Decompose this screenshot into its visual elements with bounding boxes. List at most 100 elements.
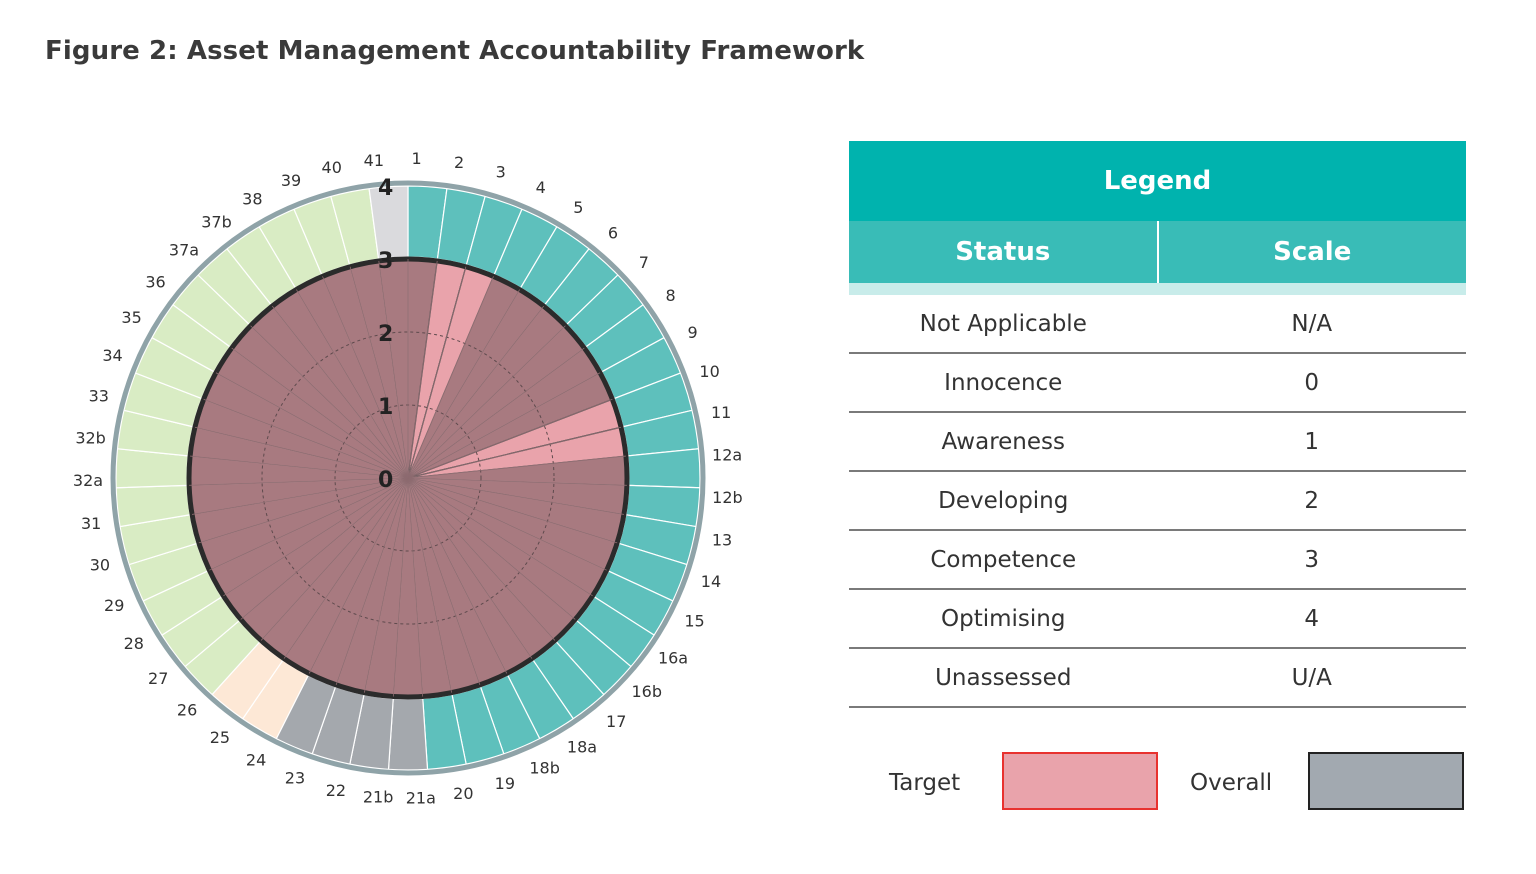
spoke <box>407 289 520 479</box>
spoke <box>407 260 438 479</box>
spoke <box>198 477 409 544</box>
spoke <box>223 477 409 597</box>
category-label: 13 <box>712 531 732 550</box>
spoke <box>407 477 576 620</box>
spoke <box>407 266 467 479</box>
legend-status: Not Applicable <box>919 310 1087 337</box>
category-label: 34 <box>102 346 122 365</box>
grid-ring <box>261 331 555 625</box>
category-label: 14 <box>701 572 721 591</box>
category-band-segment <box>627 448 701 489</box>
spoke <box>209 477 409 571</box>
category-label: 35 <box>121 308 141 327</box>
legend-status: Unassessed <box>935 664 1072 691</box>
legend-column-headers: Status Scale <box>849 221 1466 283</box>
spoke <box>407 477 618 544</box>
overall-swatch <box>1308 752 1464 810</box>
legend-row: Competence 3 <box>849 531 1466 590</box>
category-label: 1 <box>411 149 421 168</box>
category-label: 39 <box>281 171 301 190</box>
category-label: 40 <box>322 158 342 177</box>
category-label: 26 <box>177 701 197 720</box>
category-label: 2 <box>454 153 464 172</box>
spoke <box>189 477 409 486</box>
category-label: 8 <box>666 286 676 305</box>
spoke <box>349 266 409 479</box>
target-swatch <box>1002 752 1158 810</box>
category-label: 21b <box>363 788 394 807</box>
spoke <box>407 477 627 486</box>
legend-scale: 1 <box>1304 428 1320 455</box>
spoke <box>215 372 409 479</box>
spoke <box>407 477 508 674</box>
spoke <box>407 477 453 693</box>
category-label: 11 <box>711 403 731 422</box>
legend-status-header: Status <box>955 237 1051 267</box>
category-label: 33 <box>89 387 109 406</box>
legend-status: Awareness <box>941 428 1065 455</box>
category-label: 32b <box>75 428 106 447</box>
category-label: 30 <box>90 556 110 575</box>
category-label: 4 <box>536 178 546 197</box>
series-legend: Target Overall <box>849 752 1466 814</box>
legend-scale: U/A <box>1291 664 1332 691</box>
legend-scale-header: Scale <box>1273 237 1352 267</box>
legend-scale: 2 <box>1304 487 1320 514</box>
category-label: 17 <box>606 712 626 731</box>
spoke <box>231 347 409 479</box>
spoke <box>407 372 601 479</box>
spoke <box>283 477 409 659</box>
category-label: 12a <box>712 445 742 464</box>
legend-header-strip <box>849 283 1466 295</box>
category-label: 10 <box>699 362 719 381</box>
spoke <box>203 398 409 479</box>
spoke <box>407 455 626 479</box>
legend-row: Optimising 4 <box>849 590 1466 649</box>
spoke <box>363 477 409 693</box>
legend-row: Unassessed U/A <box>849 649 1466 708</box>
spoke <box>335 477 409 686</box>
category-band-segment <box>387 697 429 771</box>
overall-legend-label: Overall <box>1190 770 1273 796</box>
spoke <box>407 426 622 479</box>
legend-rows: Not Applicable N/A Innocence 0 Awareness 1 Dev… <box>849 295 1466 708</box>
legend-scale: 0 <box>1304 369 1320 396</box>
spoke <box>407 477 556 641</box>
category-label: 24 <box>246 751 266 770</box>
category-label: 22 <box>326 781 346 800</box>
scale-label: 2 <box>378 322 393 347</box>
category-label: 3 <box>496 163 506 182</box>
scale-label: 4 <box>378 176 393 201</box>
category-label: 37b <box>201 213 232 232</box>
spoke <box>407 477 625 515</box>
category-label: 12b <box>712 488 743 507</box>
legend-scale: 4 <box>1304 605 1320 632</box>
category-label: 15 <box>684 611 704 630</box>
category-label: 27 <box>148 669 168 688</box>
spoke <box>378 260 409 479</box>
target-legend-label: Target <box>889 770 961 796</box>
category-label: 31 <box>81 514 101 533</box>
category-label: 41 <box>364 151 384 170</box>
legend-table: Legend Status Scale Not Applicable N/A Inn… <box>849 141 1466 708</box>
category-label: 38 <box>242 189 262 208</box>
spoke <box>191 477 409 515</box>
category-label: 16a <box>658 648 688 667</box>
legend-status: Developing <box>938 487 1069 514</box>
spoke <box>407 398 613 479</box>
category-label: 9 <box>688 323 698 342</box>
outer-rim <box>110 180 706 776</box>
scale-label: 0 <box>378 468 393 493</box>
spoke <box>296 289 409 479</box>
category-label: 32a <box>73 471 103 490</box>
spoke <box>407 477 607 571</box>
spoke <box>407 325 566 479</box>
legend-title: Legend <box>849 141 1466 221</box>
spoke <box>271 305 409 479</box>
spoke <box>190 455 409 479</box>
category-label: 29 <box>104 596 124 615</box>
legend-scale: 3 <box>1304 546 1320 573</box>
spoke <box>194 426 409 479</box>
legend-header-divider <box>1156 221 1159 283</box>
